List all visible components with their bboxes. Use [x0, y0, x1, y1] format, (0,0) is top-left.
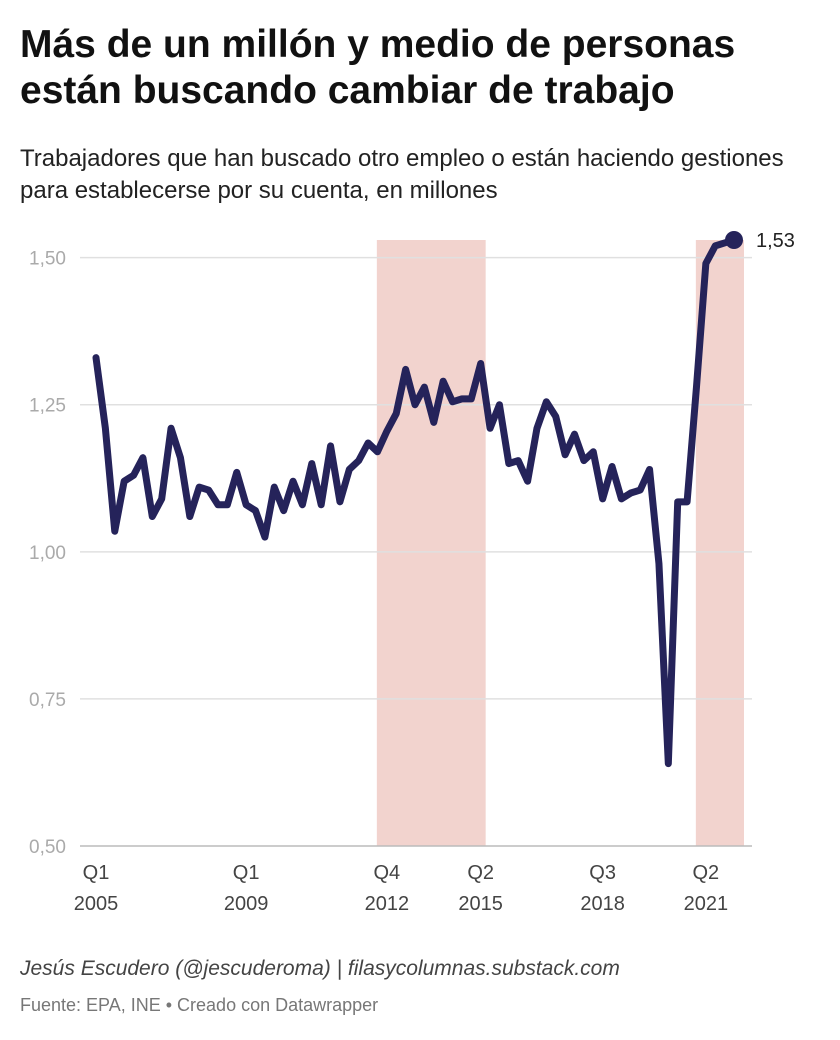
x-tick-year: 2018	[580, 893, 625, 915]
y-tick-label: 1,00	[29, 543, 66, 564]
x-axis-ticks: Q1 2005 Q1 2009 Q4 2012 Q2 2015 Q3 2018 Q2 2021	[74, 862, 728, 915]
x-tick-year: 2015	[458, 893, 503, 915]
y-axis-ticks: 0,50 0,75 1,00 1,25 1,50	[29, 249, 66, 858]
series-line	[92, 236, 738, 768]
x-tick-year: 2021	[684, 893, 729, 915]
x-tick-quarter: Q1	[83, 862, 110, 884]
x-tick-quarter: Q4	[374, 862, 401, 884]
y-tick-label: 0,75	[29, 690, 66, 711]
x-tick-quarter: Q3	[589, 862, 616, 884]
line-chart: 0,500,751,001,251,50 Q12005Q12009Q42012Q…	[29, 230, 795, 915]
x-tick-year: 2012	[365, 893, 410, 915]
source-line: Fuente: EPA, INE • Creado con Datawrapper	[20, 995, 378, 1016]
x-tick-quarter: Q1	[233, 862, 260, 884]
y-tick-label: 1,50	[29, 249, 66, 270]
highlight-band	[695, 240, 744, 846]
chart-title: Más de un millón y medio de personas est…	[20, 23, 736, 112]
end-point-label: 1,53	[756, 230, 795, 252]
credit-text: Creado con Datawrapper	[177, 995, 379, 1015]
byline: Jesús Escudero (@jescuderoma) | filasyco…	[20, 957, 620, 980]
highlight-bands	[376, 240, 744, 846]
end-point-marker	[725, 231, 743, 249]
highlight-band	[376, 240, 486, 846]
x-tick-year: 2005	[74, 893, 119, 915]
x-tick-quarter: Q2	[693, 862, 720, 884]
separator-dot: •	[165, 995, 173, 1015]
x-tick-year: 2009	[224, 893, 269, 915]
chart-subtitle: Trabajadores que han buscado otro empleo…	[20, 145, 784, 204]
y-tick-label: 1,25	[29, 396, 66, 417]
x-tick-quarter: Q2	[467, 862, 494, 884]
source-text: Fuente: EPA, INE	[20, 995, 161, 1015]
y-tick-label: 0,50	[29, 837, 66, 858]
